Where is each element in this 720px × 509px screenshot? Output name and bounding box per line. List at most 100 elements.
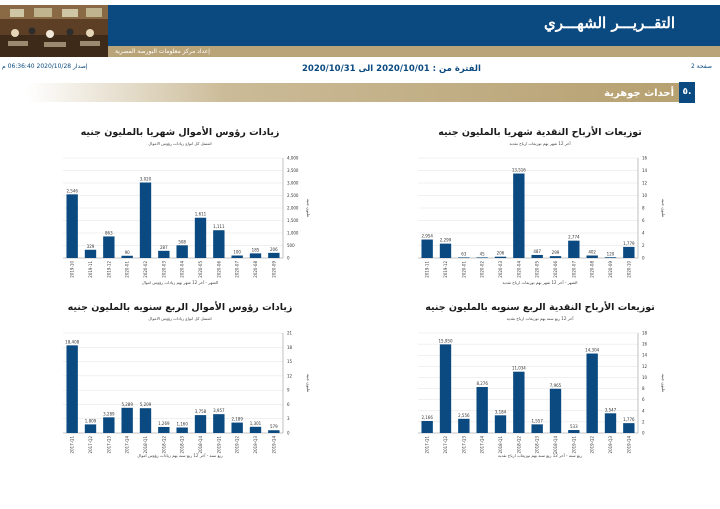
bar <box>176 245 188 258</box>
bar <box>121 255 133 258</box>
bar <box>194 415 207 433</box>
data-label: 90 <box>125 250 131 255</box>
chart-title: توزيعات الأرباح النقدية شهريا بالمليون ج… <box>438 127 642 138</box>
data-label: 15,950 <box>439 338 453 343</box>
x-tick-label: 2020-06 <box>553 261 558 278</box>
bar <box>531 424 543 433</box>
y-tick-label: 1,500 <box>287 218 299 223</box>
chart-xlabel: الشهر - آخر 12 شهر بهم توزيعات ارباح نقد… <box>502 280 578 285</box>
bar <box>439 344 452 433</box>
x-tick-label: 2017-Q4 <box>480 436 485 454</box>
x-tick-label: 2020-04 <box>516 261 521 278</box>
data-label: 206 <box>270 247 278 252</box>
y-tick-label: 8 <box>642 206 645 211</box>
x-tick-label: 2019-Q4 <box>271 436 276 454</box>
x-tick-label: 2020-08 <box>590 261 595 278</box>
bar <box>66 345 78 433</box>
bar <box>568 240 580 258</box>
x-tick-label: 2018-Q1 <box>498 436 503 454</box>
y-tick-label: 14 <box>642 353 648 358</box>
chart-subtitle: اشتمل كل انواع زيادات رؤوس الاموال <box>148 141 212 146</box>
x-tick-label: 2020-07 <box>235 261 240 278</box>
y-tick-label: 10 <box>642 375 648 380</box>
bar <box>231 255 243 258</box>
bar <box>458 257 470 258</box>
issue-date: إصدار 2020/10/28 06:36:40 م <box>2 63 88 70</box>
chart-subtitle: آخر 12 شهر بهم توزيعات ارباح نقدية <box>509 141 571 146</box>
data-label: 5,209 <box>140 402 152 407</box>
x-tick-label: 2017-Q1 <box>70 436 75 454</box>
chart-subtitle: آخر 12 ربع سنه بهم توزيعات ارباح نقدية <box>506 316 574 321</box>
bar <box>549 388 562 433</box>
y-tick-label: 4 <box>642 231 645 236</box>
chart-subtitle: اشتمل كل انواع زيادات رؤوس الاموال <box>148 316 212 321</box>
bar <box>158 426 170 433</box>
data-label: 1,160 <box>176 421 188 426</box>
bar <box>268 252 280 258</box>
data-label: 5,289 <box>121 402 133 407</box>
data-label: 14,304 <box>585 348 599 353</box>
x-tick-label: 2019-11 <box>88 261 93 278</box>
bar <box>66 194 78 258</box>
x-tick-label: 2018-Q2 <box>161 436 166 454</box>
bar <box>439 243 452 258</box>
y-tick-label: 0 <box>287 256 290 261</box>
y-tick-label: 500 <box>287 243 295 248</box>
data-label: 3,289 <box>103 411 115 416</box>
data-label: 45 <box>480 251 486 256</box>
bar <box>476 257 488 258</box>
x-tick-label: 2017-Q3 <box>461 436 466 454</box>
bar <box>604 413 617 433</box>
x-tick-label: 2020-03 <box>161 261 166 278</box>
data-label: 533 <box>570 424 578 429</box>
x-tick-label: 2018-Q4 <box>198 436 203 454</box>
quarterly-cash-dividends-chart: 0 2 4 6 8 10 12 14 16 18 مليون جنيه 2,166 2017-Q1 15,… <box>418 331 666 453</box>
x-tick-label: 2019-Q4 <box>626 436 631 454</box>
x-tick-label: 2019-Q1 <box>216 436 221 454</box>
x-tick-label: 2019-Q2 <box>235 436 240 454</box>
y-tick-label: 0 <box>642 431 645 436</box>
x-tick-label: 2018-Q3 <box>535 436 540 454</box>
data-label: 1,611 <box>195 212 207 217</box>
bar <box>84 249 97 258</box>
data-label: 3,957 <box>213 408 225 413</box>
section-bar <box>26 83 689 102</box>
monthly-capital-increase-chart: 0 500 1,000 1,500 2,000 2,500 3,000 3,500 4,000 م… <box>63 156 311 278</box>
y-tick-label: 2 <box>642 419 645 424</box>
y-tick-label: 18 <box>642 331 648 336</box>
bar <box>249 253 262 258</box>
y-tick-label: 18 <box>287 345 293 350</box>
data-label: 579 <box>270 424 278 429</box>
x-tick-label: 2018-Q1 <box>143 436 148 454</box>
x-tick-label: 2019-12 <box>443 261 448 278</box>
data-label: 299 <box>552 250 560 255</box>
x-tick-label: 2020-05 <box>198 261 203 278</box>
data-label: 11,034 <box>512 366 526 371</box>
data-label: 2,189 <box>231 417 243 422</box>
y-tick-label: 1,000 <box>287 231 299 236</box>
data-label: 2,546 <box>66 188 78 193</box>
chart-title: زيادات رؤوس الأموال الربع سنويه بالمليون… <box>67 302 293 313</box>
y-tick-label: 12 <box>287 373 293 378</box>
x-tick-label: 2017-Q2 <box>443 436 448 454</box>
section-title: أحداث جوهرية <box>604 88 674 99</box>
bar <box>421 420 433 433</box>
x-tick-label: 2019-Q3 <box>608 436 613 454</box>
data-label: 1,809 <box>85 418 97 423</box>
data-label: 2,556 <box>458 413 470 418</box>
y-tick-label: 3,500 <box>287 168 299 173</box>
bar <box>231 422 243 433</box>
bar <box>249 426 262 433</box>
data-label: 3,020 <box>140 177 152 182</box>
bar <box>421 239 433 258</box>
x-tick-label: 2020-01 <box>461 261 466 278</box>
y-axis-label: مليون جنيه <box>306 374 311 392</box>
bar <box>513 371 525 433</box>
chart-title: زيادات رؤوس الأموال شهريا بالمليون جنيه <box>80 127 280 138</box>
x-tick-label: 2018-Q3 <box>180 436 185 454</box>
x-tick-label: 2020-09 <box>271 261 276 278</box>
bar <box>213 414 225 433</box>
bar <box>268 430 280 433</box>
data-label: 2,166 <box>421 415 433 420</box>
y-tick-label: 4 <box>642 408 645 413</box>
